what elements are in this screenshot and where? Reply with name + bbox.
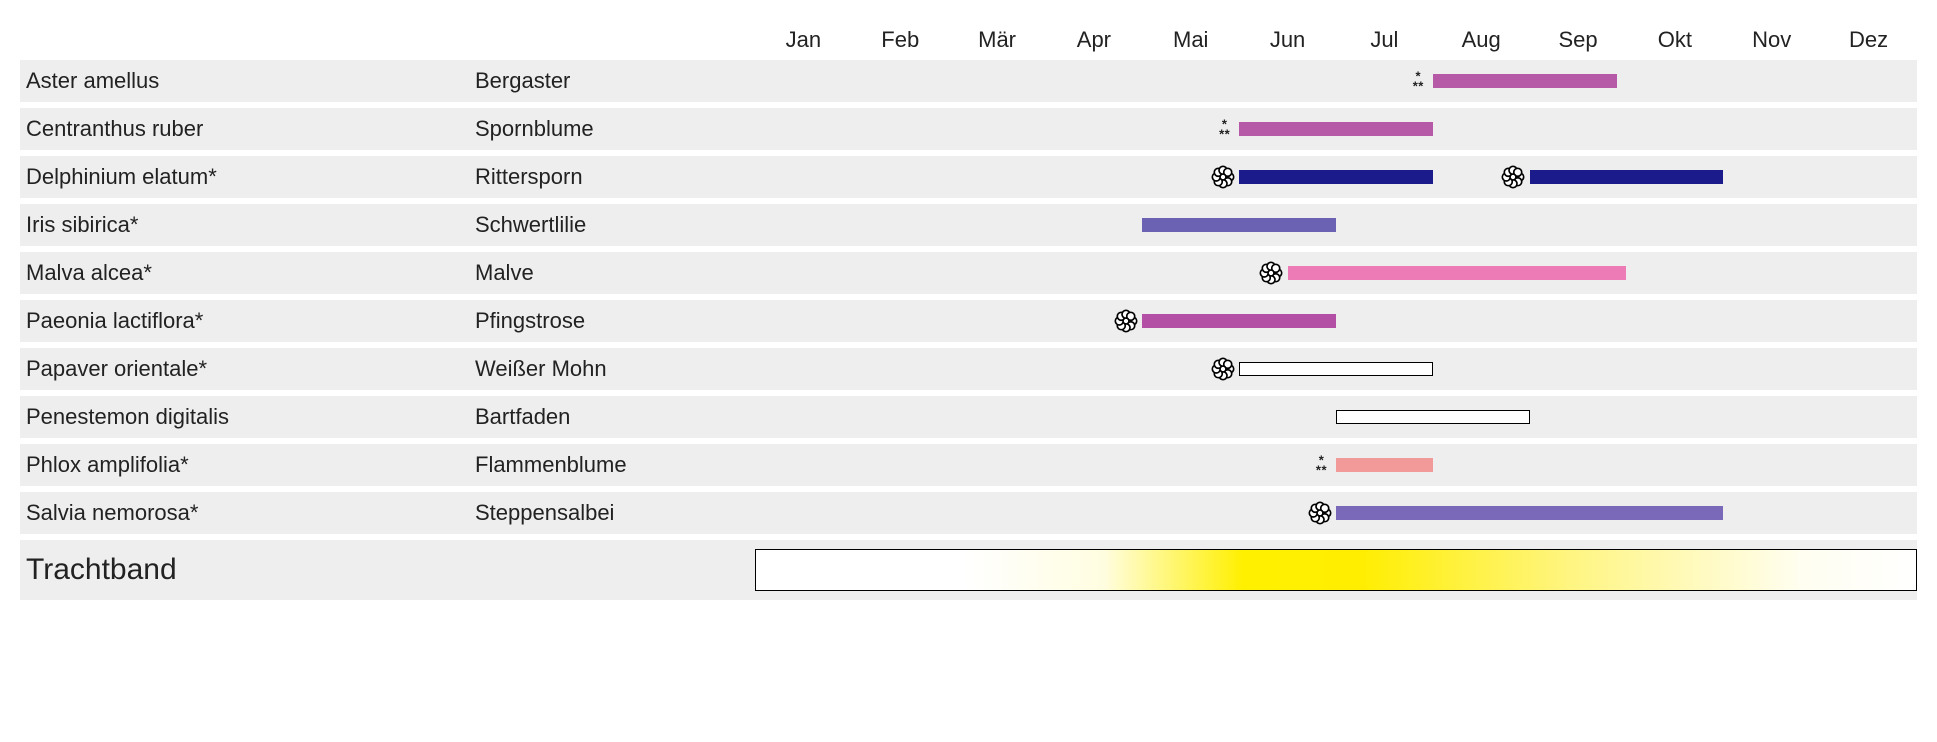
bloom-bar (1239, 170, 1433, 184)
bloom-track (755, 492, 1917, 534)
plant-row: Iris sibirica*Schwertlilie (20, 204, 1917, 246)
common-name: Rittersporn (475, 164, 755, 190)
bloom-bar (1142, 218, 1336, 232)
bloom-bar (1336, 506, 1723, 520)
flower-marker-icon (1113, 308, 1139, 334)
month-header-row: JanFebMärAprMaiJunJulAugSepOktNovDez (20, 20, 1917, 60)
bloom-calendar-chart: JanFebMärAprMaiJunJulAugSepOktNovDez Ast… (20, 20, 1917, 600)
plant-row: Aster amellusBergaster *** (20, 60, 1917, 102)
latin-name: Delphinium elatum* (20, 164, 475, 190)
month-label: Mär (949, 20, 1046, 60)
bloom-track (755, 348, 1917, 390)
plant-row: Penestemon digitalisBartfaden (20, 396, 1917, 438)
month-label: Sep (1530, 20, 1627, 60)
trachtband-gradient-bar (755, 549, 1917, 591)
common-name: Schwertlilie (475, 212, 755, 238)
common-name: Malve (475, 260, 755, 286)
common-name: Pfingstrose (475, 308, 755, 334)
bloom-track (755, 252, 1917, 294)
asterisk-marker-icon: *** (1413, 71, 1424, 91)
latin-name: Malva alcea* (20, 260, 475, 286)
plant-row: Paeonia lactiflora*Pfingstrose (20, 300, 1917, 342)
bloom-bar (1142, 314, 1336, 328)
trachtband-row: Trachtband (20, 540, 1917, 600)
common-name: Bartfaden (475, 404, 755, 430)
plant-row: Delphinium elatum*Rittersporn (20, 156, 1917, 198)
bloom-track: *** (755, 60, 1917, 102)
latin-name: Iris sibirica* (20, 212, 475, 238)
plant-row: Centranthus ruberSpornblume *** (20, 108, 1917, 150)
common-name: Bergaster (475, 68, 755, 94)
latin-name: Centranthus ruber (20, 116, 475, 142)
common-name: Spornblume (475, 116, 755, 142)
month-label: Jan (755, 20, 852, 60)
bloom-bar (1433, 74, 1617, 88)
bloom-bar (1288, 266, 1627, 280)
plant-row: Salvia nemorosa*Steppensalbei (20, 492, 1917, 534)
bloom-bar (1336, 458, 1433, 472)
month-label: Dez (1820, 20, 1917, 60)
asterisk-marker-icon: *** (1316, 455, 1327, 475)
month-label: Mai (1142, 20, 1239, 60)
bloom-bar (1239, 362, 1433, 376)
month-label: Nov (1723, 20, 1820, 60)
month-label: Apr (1045, 20, 1142, 60)
month-label: Okt (1626, 20, 1723, 60)
bloom-track: *** (755, 108, 1917, 150)
month-axis: JanFebMärAprMaiJunJulAugSepOktNovDez (755, 20, 1917, 60)
month-label: Jul (1336, 20, 1433, 60)
latin-name: Papaver orientale* (20, 356, 475, 382)
bloom-track: *** (755, 444, 1917, 486)
flower-marker-icon (1500, 164, 1526, 190)
month-label: Feb (852, 20, 949, 60)
plant-row: Malva alcea*Malve (20, 252, 1917, 294)
flower-marker-icon (1307, 500, 1333, 526)
flower-marker-icon (1258, 260, 1284, 286)
plant-row: Phlox amplifolia*Flammenblume *** (20, 444, 1917, 486)
bloom-bar (1530, 170, 1724, 184)
bloom-bar (1336, 410, 1530, 424)
asterisk-marker-icon: *** (1219, 119, 1230, 139)
trachtband-label: Trachtband (20, 553, 755, 587)
common-name: Steppensalbei (475, 500, 755, 526)
common-name: Flammenblume (475, 452, 755, 478)
month-label: Jun (1239, 20, 1336, 60)
latin-name: Salvia nemorosa* (20, 500, 475, 526)
flower-marker-icon (1210, 356, 1236, 382)
bloom-track (755, 156, 1917, 198)
month-label: Aug (1433, 20, 1530, 60)
bloom-track (755, 300, 1917, 342)
bloom-bar (1239, 122, 1433, 136)
latin-name: Phlox amplifolia* (20, 452, 475, 478)
latin-name: Penestemon digitalis (20, 404, 475, 430)
latin-name: Aster amellus (20, 68, 475, 94)
bloom-track (755, 396, 1917, 438)
common-name: Weißer Mohn (475, 356, 755, 382)
plant-row: Papaver orientale*Weißer Mohn (20, 348, 1917, 390)
latin-name: Paeonia lactiflora* (20, 308, 475, 334)
flower-marker-icon (1210, 164, 1236, 190)
bloom-track (755, 204, 1917, 246)
